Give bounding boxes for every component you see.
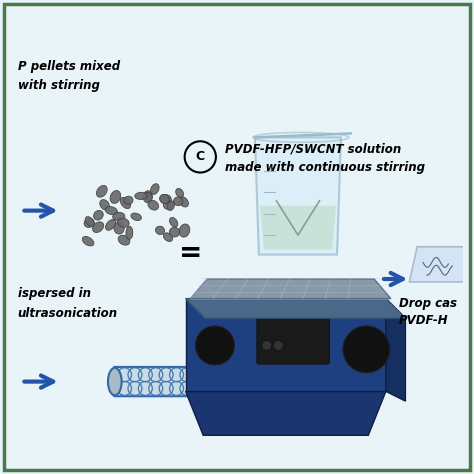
Ellipse shape — [113, 212, 125, 221]
Ellipse shape — [240, 368, 254, 395]
Circle shape — [195, 326, 235, 365]
Ellipse shape — [160, 194, 172, 204]
Polygon shape — [186, 299, 386, 392]
Ellipse shape — [106, 219, 116, 230]
Text: C: C — [196, 150, 205, 164]
Ellipse shape — [179, 224, 190, 237]
Ellipse shape — [167, 201, 174, 210]
Ellipse shape — [169, 227, 180, 237]
Circle shape — [343, 326, 390, 373]
Ellipse shape — [108, 368, 122, 395]
Circle shape — [273, 340, 283, 350]
FancyBboxPatch shape — [257, 316, 329, 364]
Ellipse shape — [92, 222, 104, 233]
Ellipse shape — [114, 222, 124, 234]
Ellipse shape — [173, 197, 183, 206]
Ellipse shape — [144, 191, 152, 201]
Ellipse shape — [151, 184, 159, 194]
Ellipse shape — [148, 201, 159, 210]
Ellipse shape — [164, 233, 173, 242]
Text: ispersed in: ispersed in — [18, 287, 91, 300]
Text: Drop cas: Drop cas — [399, 297, 456, 310]
Polygon shape — [186, 392, 386, 435]
Ellipse shape — [96, 185, 107, 197]
Ellipse shape — [135, 192, 147, 200]
Ellipse shape — [110, 191, 121, 203]
Polygon shape — [191, 279, 391, 299]
Ellipse shape — [124, 196, 133, 204]
Text: P pellets mixed: P pellets mixed — [18, 60, 120, 73]
Ellipse shape — [85, 217, 94, 227]
Ellipse shape — [176, 189, 183, 198]
Polygon shape — [260, 206, 336, 250]
Ellipse shape — [164, 200, 173, 210]
Text: with stirring: with stirring — [18, 79, 100, 92]
Polygon shape — [186, 299, 405, 318]
Ellipse shape — [120, 197, 131, 209]
Polygon shape — [410, 247, 472, 282]
Ellipse shape — [179, 197, 189, 207]
Ellipse shape — [105, 207, 118, 215]
Ellipse shape — [82, 237, 94, 246]
Polygon shape — [255, 137, 341, 255]
Text: PVDF-H: PVDF-H — [399, 313, 448, 327]
Ellipse shape — [131, 213, 141, 220]
Ellipse shape — [126, 227, 133, 239]
Text: ultrasonication: ultrasonication — [18, 307, 118, 319]
Ellipse shape — [100, 200, 109, 210]
Ellipse shape — [93, 210, 103, 220]
Ellipse shape — [84, 219, 94, 228]
Text: made with continuous stirring: made with continuous stirring — [225, 161, 425, 174]
Ellipse shape — [118, 218, 129, 228]
Polygon shape — [386, 299, 405, 401]
Ellipse shape — [155, 226, 164, 235]
Ellipse shape — [118, 235, 130, 245]
FancyBboxPatch shape — [114, 367, 247, 396]
Ellipse shape — [160, 194, 169, 204]
Circle shape — [262, 340, 272, 350]
Text: PVDF-HFP/SWCNT solution: PVDF-HFP/SWCNT solution — [225, 143, 401, 155]
Ellipse shape — [143, 192, 152, 203]
Text: =: = — [179, 238, 202, 267]
Ellipse shape — [170, 218, 178, 227]
